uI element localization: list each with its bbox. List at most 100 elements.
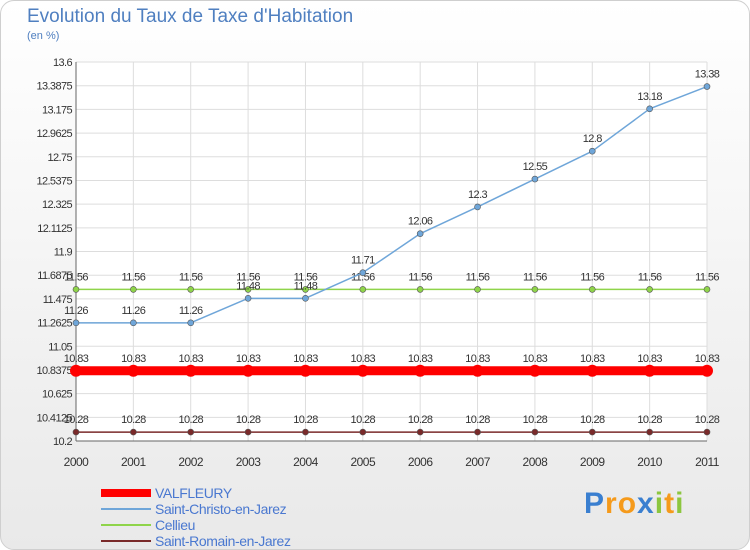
data-point <box>703 428 711 436</box>
x-tick-label: 2005 <box>350 455 376 469</box>
logo-letter: o <box>617 487 638 520</box>
y-tick-label: 10.625 <box>42 389 73 401</box>
data-label: 10.28 <box>695 414 720 426</box>
data-point <box>72 286 80 293</box>
data-point <box>588 428 596 436</box>
proxiti-logo: Proxiti <box>584 487 684 521</box>
data-point <box>531 428 539 436</box>
data-label: 13.38 <box>695 69 720 81</box>
data-label: 10.83 <box>293 353 318 365</box>
data-label: 11.56 <box>695 271 719 283</box>
chart-title: Evolution du Taux de Taxe d'Habitation <box>27 6 354 27</box>
data-point <box>416 428 424 436</box>
data-label: 11.56 <box>294 271 318 283</box>
data-point <box>72 319 80 327</box>
y-tick-label: 10.2 <box>53 436 72 448</box>
data-point <box>588 286 596 293</box>
data-label: 11.56 <box>408 271 432 283</box>
data-point <box>703 286 711 293</box>
data-label: 11.71 <box>351 255 375 267</box>
x-tick-label: 2001 <box>121 455 147 469</box>
data-point <box>184 364 197 377</box>
x-tick-label: 2002 <box>178 455 204 469</box>
data-point <box>646 428 653 436</box>
chart-subtitle: (en %) <box>27 30 60 42</box>
data-point <box>646 105 653 113</box>
y-tick-label: 13.3875 <box>36 81 72 93</box>
data-label: 11.56 <box>64 271 88 283</box>
y-tick-label: 10.8375 <box>36 365 72 377</box>
y-tick-label: 11.2625 <box>37 318 72 330</box>
logo-letter: t <box>664 487 676 520</box>
data-point <box>359 286 367 293</box>
logo-letter: r <box>605 487 618 520</box>
data-point <box>187 319 195 327</box>
legend-label: Saint-Romain-en-Jarez <box>155 533 291 549</box>
data-label: 11.56 <box>236 271 260 283</box>
y-tick-label: 13.6 <box>53 57 72 69</box>
data-point <box>703 83 711 90</box>
data-label: 11.56 <box>179 271 203 283</box>
data-label: 10.83 <box>236 353 261 365</box>
x-tick-label: 2006 <box>408 455 434 469</box>
data-point <box>356 364 369 377</box>
data-point <box>701 364 713 377</box>
y-tick-label: 12.325 <box>42 199 73 211</box>
data-label: 11.56 <box>523 271 547 283</box>
legend-label: Cellieu <box>155 517 195 533</box>
data-label: 10.28 <box>580 414 605 426</box>
y-tick-label: 11.05 <box>48 341 72 353</box>
legend-label: Saint-Christo-en-Jarez <box>155 501 287 517</box>
data-label: 10.28 <box>121 414 146 426</box>
series-line <box>76 85 708 324</box>
data-point <box>474 286 481 293</box>
y-tick-label: 12.75 <box>47 152 72 164</box>
data-label: 10.83 <box>465 353 490 365</box>
data-point <box>416 230 424 237</box>
y-tick-label: 12.5375 <box>36 175 72 187</box>
data-label: 10.28 <box>465 414 490 426</box>
data-label: 10.83 <box>408 353 433 365</box>
data-label: 11.56 <box>580 271 604 283</box>
x-tick-label: 2003 <box>236 455 262 469</box>
data-label: 11.56 <box>638 271 662 283</box>
data-label: 12.3 <box>468 189 487 201</box>
y-tick-label: 12.1125 <box>37 223 72 235</box>
data-label: 12.06 <box>408 216 433 228</box>
x-tick-label: 2004 <box>293 455 319 469</box>
y-tick-label: 11.475 <box>43 294 73 306</box>
data-label: 11.48 <box>294 280 318 292</box>
data-label: 10.83 <box>64 353 89 365</box>
y-tick-label: 13.175 <box>42 104 73 116</box>
logo-letter: x <box>637 487 655 520</box>
data-label: 10.83 <box>523 353 548 365</box>
x-tick-label: 2008 <box>523 455 549 469</box>
data-label: 10.83 <box>637 353 662 365</box>
legend-label: VALFLEURY <box>155 485 233 501</box>
data-point <box>646 286 653 293</box>
data-label: 10.28 <box>408 414 433 426</box>
data-point <box>586 364 599 377</box>
data-label: 13.18 <box>637 91 662 103</box>
data-label: 10.28 <box>637 414 662 426</box>
data-point <box>474 428 481 436</box>
data-point <box>130 286 137 293</box>
data-label: 11.26 <box>64 305 88 317</box>
data-label: 12.8 <box>583 133 602 145</box>
data-point <box>528 364 541 377</box>
y-tick-label: 12.9625 <box>36 128 72 140</box>
logo-letter: P <box>584 487 606 520</box>
data-point <box>187 286 195 293</box>
data-point <box>531 286 539 293</box>
data-point <box>127 364 140 377</box>
data-label: 10.28 <box>178 414 203 426</box>
data-label: 11.26 <box>179 305 203 317</box>
data-point <box>187 428 195 436</box>
data-point <box>130 428 137 436</box>
data-label: 10.83 <box>351 353 376 365</box>
data-label: 10.83 <box>178 353 203 365</box>
data-label: 11.56 <box>466 271 490 283</box>
data-label: 10.83 <box>695 353 720 365</box>
